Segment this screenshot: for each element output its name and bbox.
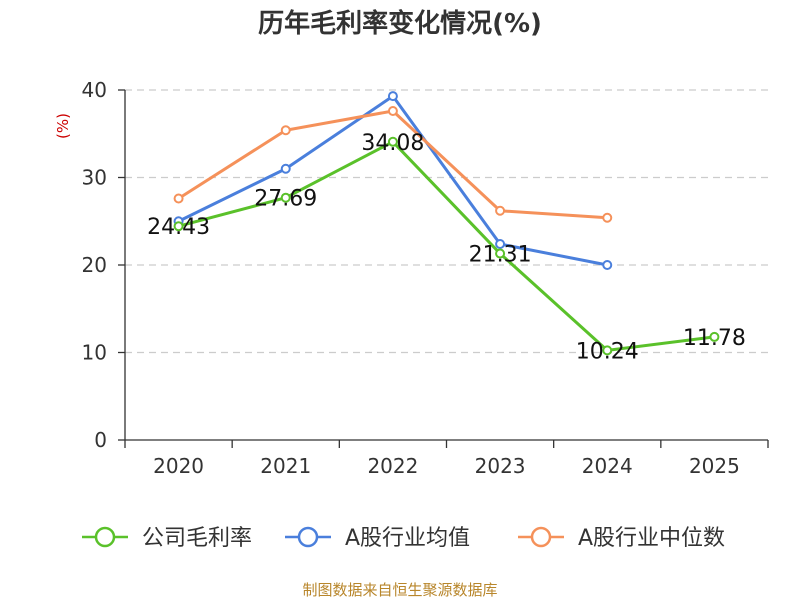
legend-marker [530,526,552,548]
data-point [602,345,613,356]
data-label: 27.69 [254,187,317,212]
legend[interactable]: 公司毛利率 A股行业均值 A股行业中位数 [82,526,725,551]
legend-marker [94,526,116,548]
data-point [173,193,184,204]
y-tick-label: 0 [94,428,107,452]
x-tick-label: 2020 [153,454,204,478]
data-point [387,91,398,102]
data-point [602,212,613,223]
gridlines [125,89,768,354]
axes [118,89,769,448]
data-label: 24.43 [147,215,210,240]
y-tick-label: 30 [82,166,107,190]
chart-title: 历年毛利率变化情况(%) [258,8,542,39]
legend-label: A股行业均值 [345,526,470,551]
data-point [602,260,613,270]
data-point [173,221,184,232]
y-tick-label: 40 [82,78,107,102]
data-point [495,239,506,249]
data-label: 34.08 [361,131,424,156]
data-point [280,125,291,136]
series-group [173,91,720,356]
data-point [709,331,720,342]
series-line [177,94,608,267]
series-line [178,140,715,352]
y-tick-label: 10 [82,341,107,365]
series-line [177,109,608,220]
data-point [280,192,291,203]
data-label: 21.31 [469,243,532,268]
source-note: 制图数据来自恒生聚源数据库 [302,581,497,599]
legend-label: 公司毛利率 [142,526,252,551]
legend-label: A股行业中位数 [578,526,725,551]
x-tick-label: 2022 [367,454,418,478]
data-label: 10.24 [576,339,639,364]
data-point [495,205,506,216]
data-label: 11.78 [683,326,746,351]
data-point [387,106,398,116]
x-tick-label: 2021 [260,454,311,478]
data-point [280,163,291,174]
data-point [387,136,398,147]
data-labels: 24.43 27.69 34.08 21.31 10.24 11.78 [147,131,746,365]
x-tick-label: 2023 [475,454,526,478]
x-tick-label: 2025 [689,454,740,478]
y-axis-unit: (%) [54,113,72,139]
legend-marker [297,526,319,548]
x-tick-label: 2024 [582,454,633,478]
data-point [495,248,506,259]
y-tick-label: 20 [82,253,107,277]
tick-labels: 0 10 20 30 40 2020 2021 2022 2023 2024 2025 [82,78,740,478]
